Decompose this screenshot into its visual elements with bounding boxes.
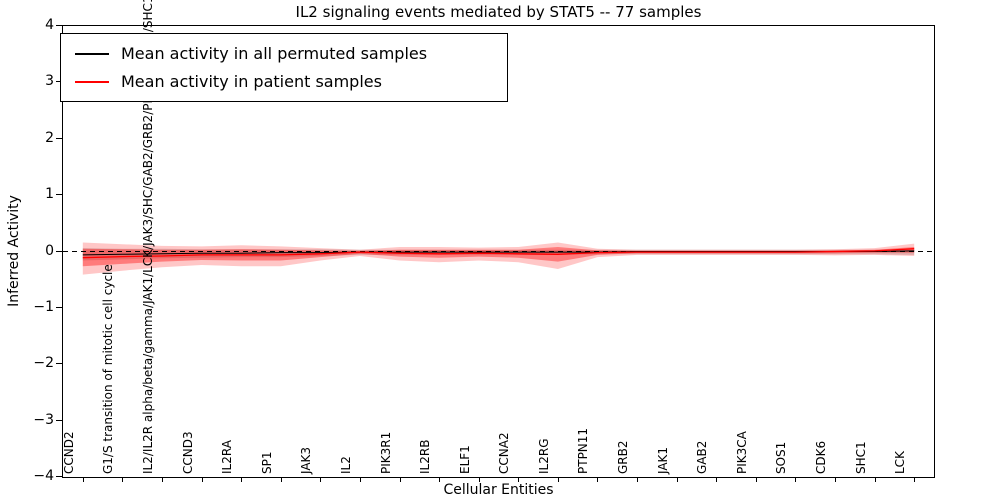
x-tick-mark xyxy=(558,478,559,482)
x-tick-mark xyxy=(716,478,717,482)
x-tick-label: CCNA2 xyxy=(497,432,511,474)
y-tick-mark xyxy=(56,306,62,308)
y-tick-mark xyxy=(56,250,62,252)
band-patient-outer xyxy=(82,242,915,275)
y-tick-mark xyxy=(56,419,62,421)
x-tick-mark xyxy=(281,478,282,482)
x-tick-label: CDK6 xyxy=(814,440,828,474)
y-tick-mark xyxy=(56,137,62,139)
y-tick-mark xyxy=(56,476,62,477)
x-tick-mark xyxy=(400,478,401,482)
x-tick-label: CCND2 xyxy=(62,431,76,474)
permuted-line-sample xyxy=(75,52,109,55)
x-tick-label: PIK3R1 xyxy=(379,431,393,474)
x-tick-mark xyxy=(756,478,757,482)
x-tick-label: ELF1 xyxy=(458,445,472,474)
y-tick-mark xyxy=(56,363,62,365)
x-tick-mark xyxy=(835,478,836,482)
x-tick-label: JAK1 xyxy=(656,446,670,474)
x-tick-label: G1/S transition of mitotic cell cycle xyxy=(101,264,115,474)
y-tick-mark xyxy=(56,194,62,196)
x-tick-label: CCND3 xyxy=(181,431,195,474)
x-tick-mark xyxy=(83,478,84,482)
x-tick-mark xyxy=(597,478,598,482)
x-tick-label: LCK xyxy=(893,451,907,474)
x-tick-mark xyxy=(439,478,440,482)
x-axis-label: Cellular Entities xyxy=(443,482,554,498)
chart-title: IL2 signaling events mediated by STAT5 -… xyxy=(295,3,702,21)
y-tick-mark xyxy=(56,81,62,83)
y-tick-label: 2 xyxy=(45,129,54,146)
patient-line-sample xyxy=(75,80,109,83)
x-tick-mark xyxy=(202,478,203,482)
x-tick-label: JAK3 xyxy=(299,446,313,474)
x-tick-mark xyxy=(360,478,361,482)
y-tick-mark xyxy=(56,25,62,26)
legend-row-patient: Mean activity in patient samples xyxy=(75,72,493,91)
x-tick-mark xyxy=(122,478,123,482)
x-tick-mark xyxy=(479,478,480,482)
x-tick-mark xyxy=(320,478,321,482)
x-tick-mark xyxy=(241,478,242,482)
x-tick-mark xyxy=(637,478,638,482)
x-tick-mark xyxy=(162,478,163,482)
x-tick-mark xyxy=(677,478,678,482)
y-tick-label: 3 xyxy=(45,73,54,90)
y-tick-label: −4 xyxy=(33,468,54,484)
x-tick-label: IL2 xyxy=(339,456,353,474)
legend-label-patient: Mean activity in patient samples xyxy=(121,72,382,91)
legend-label-permuted: Mean activity in all permuted samples xyxy=(121,44,428,63)
x-tick-mark xyxy=(875,478,876,482)
x-tick-label: GRB2 xyxy=(616,440,630,474)
x-tick-label: PIK3CA xyxy=(735,431,749,474)
x-tick-label: PTPN11 xyxy=(576,427,590,474)
x-tick-label: IL2RG xyxy=(537,438,551,475)
x-tick-mark xyxy=(914,478,915,482)
y-tick-label: −3 xyxy=(33,411,54,428)
x-tick-label: SHC1 xyxy=(854,441,868,474)
chart-canvas xyxy=(63,242,934,275)
y-tick-label: 1 xyxy=(45,186,54,203)
y-tick-label: 4 xyxy=(45,17,54,33)
x-tick-mark xyxy=(518,478,519,482)
legend-row-permuted: Mean activity in all permuted samples xyxy=(75,44,493,63)
x-tick-label: SP1 xyxy=(260,451,274,475)
series-line-1 xyxy=(82,248,915,259)
legend: Mean activity in all permuted samples Me… xyxy=(60,33,508,102)
y-tick-label: −1 xyxy=(33,298,54,315)
x-tick-label: SOS1 xyxy=(774,441,788,474)
x-tick-label: IL2RB xyxy=(418,439,432,474)
y-tick-label: 0 xyxy=(45,242,54,259)
y-tick-label: −2 xyxy=(33,355,54,372)
x-tick-mark xyxy=(795,478,796,482)
x-tick-label: GAB2 xyxy=(695,440,709,474)
x-tick-label: IL2RA xyxy=(220,440,234,474)
